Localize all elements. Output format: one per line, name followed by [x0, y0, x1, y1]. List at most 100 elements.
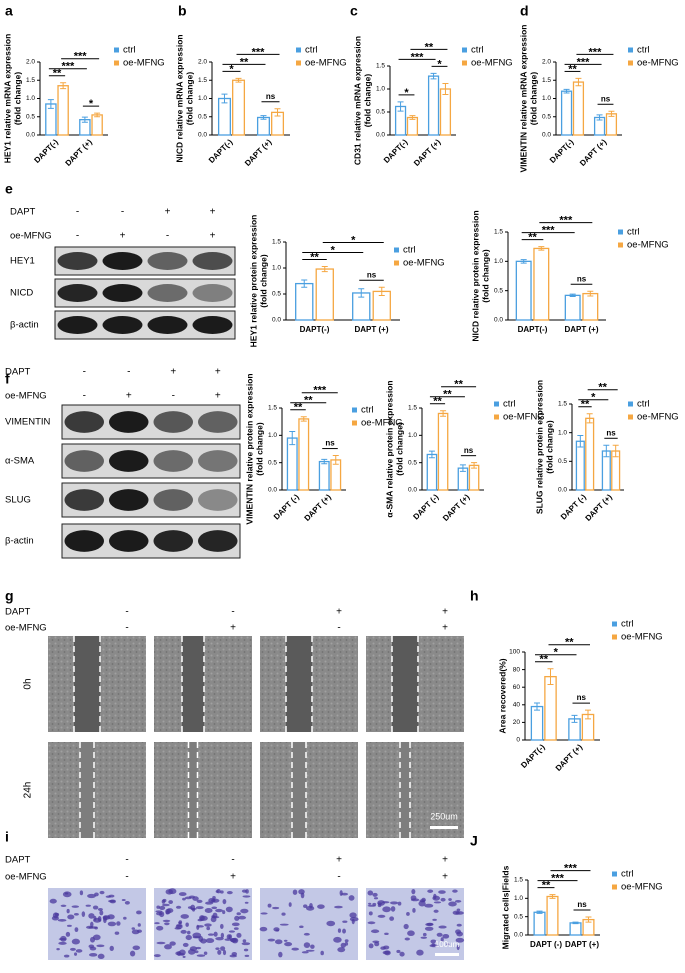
cell: [182, 897, 186, 901]
error-bar: [586, 413, 593, 424]
cell: [203, 951, 208, 955]
cell: [340, 942, 346, 948]
cell: [348, 895, 355, 901]
blot-band: [147, 316, 188, 334]
blot-band: [153, 489, 194, 511]
cell: [99, 910, 104, 916]
legend-marker: [628, 47, 633, 53]
sig-label: **: [528, 232, 537, 244]
blot-band: [64, 530, 105, 552]
cell: [272, 906, 280, 910]
legend-label: oe-MFNG: [627, 240, 669, 251]
y-tick-label: 1.5: [542, 77, 551, 84]
legend-label: oe-MFNG: [471, 58, 513, 69]
cell: [220, 923, 224, 929]
cell: [199, 915, 205, 921]
cell: [105, 895, 112, 898]
y-axis-label: (fold change): [362, 74, 372, 128]
scale-bar: [430, 826, 458, 829]
x-tick-label: DAPT (+): [584, 492, 615, 523]
cell: [136, 910, 142, 915]
blot-band: [197, 411, 238, 433]
panel-label: h: [470, 588, 479, 604]
condition-mark: +: [170, 367, 176, 378]
y-tick-label: 0.5: [376, 109, 385, 116]
condition-label: DAPT: [10, 207, 36, 218]
y-tick-label: 1.0: [514, 895, 523, 902]
y-tick-label: 0.5: [558, 458, 567, 465]
blot-band: [147, 252, 188, 270]
cell: [222, 910, 226, 915]
cell: [192, 896, 199, 901]
sig-label: **: [568, 63, 577, 75]
y-tick-label: 1.5: [376, 63, 385, 70]
cell: [75, 949, 83, 953]
y-axis-label: HEY1 relative mRNA expression: [2, 34, 12, 164]
condition-label: oe-MFNG: [5, 872, 47, 883]
y-axis-label: (fold change): [12, 72, 22, 126]
blot-band: [108, 530, 149, 552]
cell: [310, 944, 315, 949]
cell: [284, 942, 293, 947]
sig-label: ***: [61, 61, 75, 73]
x-tick-label: DAPT (+): [355, 325, 389, 334]
legend-marker: [612, 621, 617, 627]
sig-label: **: [425, 41, 434, 53]
bar: [256, 116, 270, 136]
y-tick-label: 0.0: [26, 132, 35, 139]
y-tick-label: 1.0: [272, 265, 281, 272]
error-bar: [587, 290, 594, 297]
cell: [344, 941, 349, 946]
bar: [437, 412, 449, 491]
cell: [67, 914, 75, 920]
scratch-edge: [187, 742, 199, 838]
cell: [226, 891, 233, 895]
cell: [456, 908, 461, 912]
error-bar: [440, 410, 447, 417]
y-tick-label: 0.0: [408, 487, 417, 494]
cell: [204, 907, 213, 913]
condition-mark: +: [215, 391, 221, 402]
scale-label: 100um: [435, 940, 460, 949]
cell: [109, 945, 114, 952]
legend-label: oe-MFNG: [621, 632, 663, 643]
cell: [303, 942, 311, 948]
legend-marker: [612, 634, 617, 640]
cell: [241, 942, 251, 946]
error-bar: [569, 293, 576, 298]
cell: [89, 952, 98, 957]
y-tick-label: 1.0: [558, 429, 567, 436]
cell: [228, 930, 236, 933]
y-tick-label: 0.5: [26, 113, 35, 120]
condition-mark: -: [166, 231, 169, 242]
cell: [283, 939, 288, 942]
bar: [286, 437, 298, 491]
cell: [267, 903, 272, 908]
sig-label: ns: [577, 693, 587, 702]
legend-marker: [494, 401, 499, 407]
condition-mark: +: [336, 855, 342, 866]
cell: [244, 901, 249, 904]
y-axis-label: (fold change): [254, 422, 264, 476]
cell: [326, 920, 336, 927]
y-axis-label: NICD relative protein expression: [470, 210, 480, 341]
condition-mark: -: [125, 623, 128, 634]
sig-label: ns: [577, 900, 587, 909]
cell: [123, 916, 127, 920]
bar: [569, 922, 582, 936]
blot-row-label: β-actin: [10, 320, 39, 331]
cell: [303, 904, 308, 909]
bar: [295, 282, 314, 321]
cell: [389, 916, 395, 921]
y-tick-label: 0: [516, 737, 520, 744]
cell: [180, 914, 189, 919]
error-bar: [289, 431, 296, 446]
cell: [440, 897, 446, 902]
panel-label: g: [5, 588, 14, 604]
blot-band: [57, 316, 98, 334]
cell: [442, 933, 450, 939]
scratch-gap: [80, 742, 94, 838]
cell: [242, 939, 247, 943]
sig-label: *: [331, 244, 336, 256]
panel-label: d: [520, 3, 529, 19]
